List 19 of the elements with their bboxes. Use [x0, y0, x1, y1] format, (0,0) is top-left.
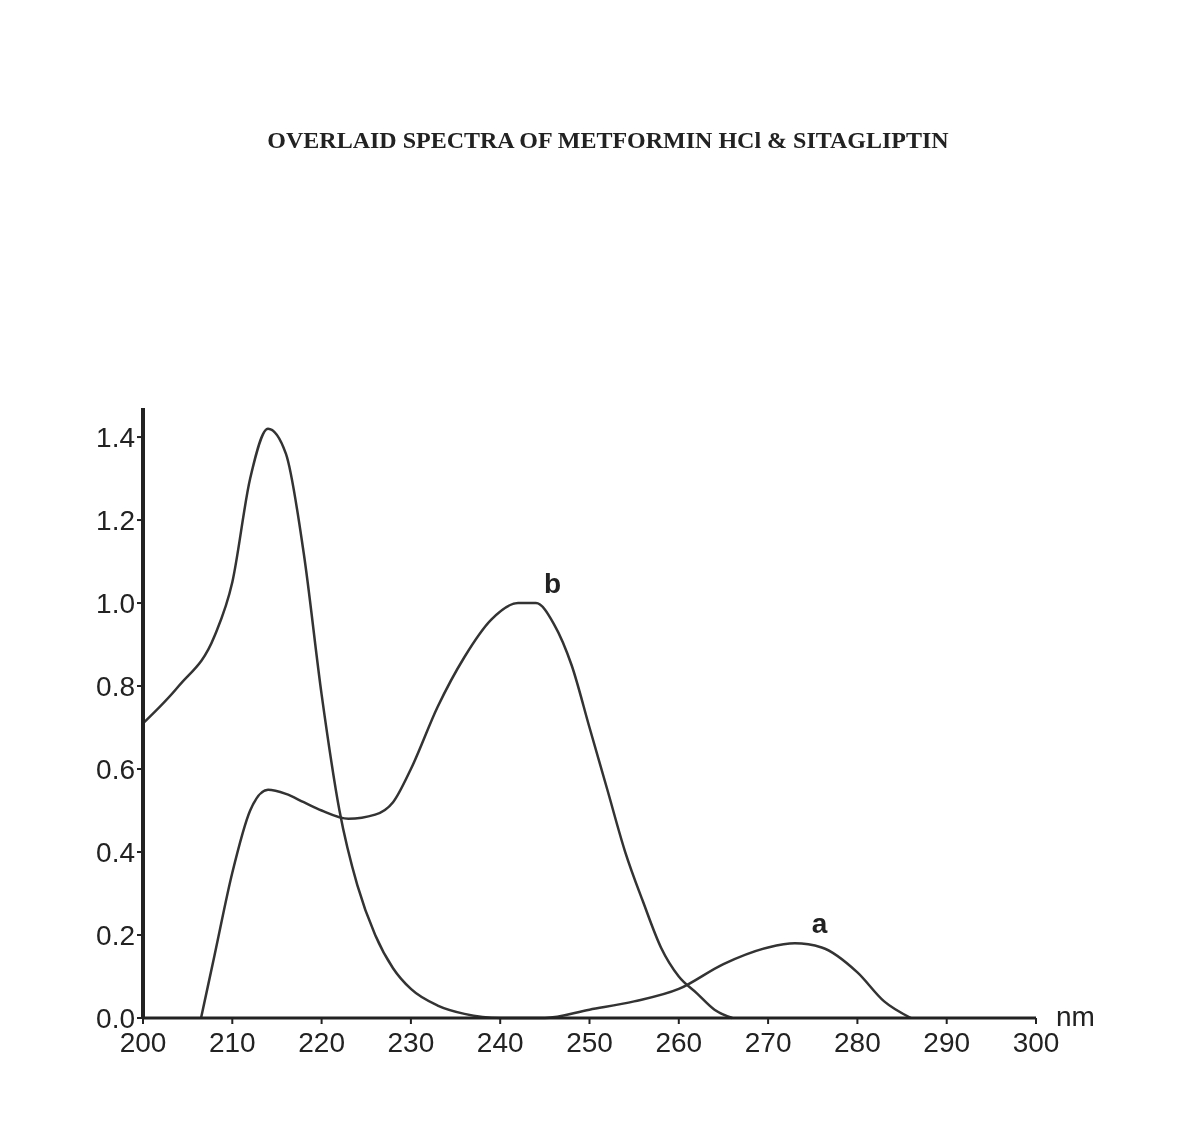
chart-title: OVERLAID SPECTRA OF METFORMIN HCl & SITAGLIPTIN: [267, 127, 950, 153]
y-tick-label: 1.4: [96, 421, 135, 453]
y-tick-label: 0.4: [96, 836, 135, 868]
x-tick-label: 210: [208, 1027, 256, 1058]
y-tick-label: 1.0: [96, 587, 135, 619]
x-tick-label: 270: [744, 1027, 792, 1058]
x-tick-label: 240: [476, 1027, 524, 1058]
x-tick-label: 250: [566, 1027, 613, 1058]
x-tick-label: 230: [387, 1027, 435, 1058]
x-tick-label: 220: [298, 1027, 345, 1058]
y-tick-label: 0.2: [96, 919, 135, 951]
y-tick-label: 0.8: [96, 670, 135, 702]
annotation: b: [543, 568, 562, 600]
y-tick-label: 1.2: [96, 504, 135, 536]
x-tick-label: 290: [923, 1027, 971, 1058]
y-tick-label: 0.6: [96, 753, 135, 785]
x-tick-label: 280: [834, 1027, 881, 1058]
annotation: a: [811, 908, 828, 940]
x-tick-label: 260: [655, 1027, 703, 1058]
